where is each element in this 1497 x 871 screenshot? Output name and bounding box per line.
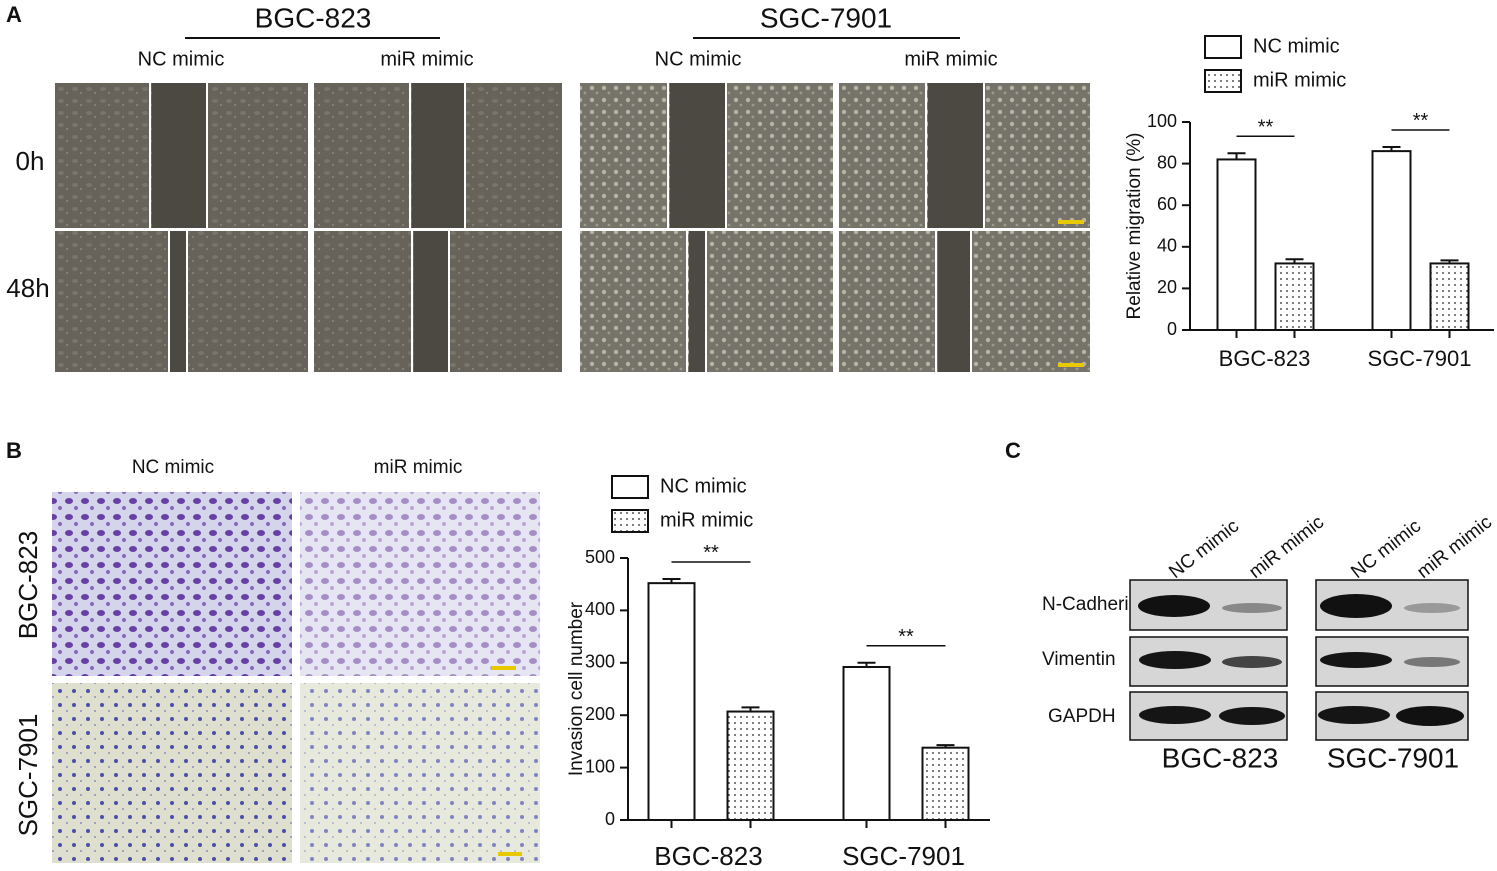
scratch <box>938 231 970 372</box>
legend-swatch <box>611 475 649 499</box>
y-tick-label: 300 <box>585 652 615 672</box>
scratch <box>670 83 725 228</box>
micrograph <box>300 492 540 676</box>
y-tick-label: 0 <box>1167 319 1177 339</box>
bar <box>726 710 775 821</box>
x-tick-label: SGC-7901 <box>842 841 965 871</box>
y-tick-label: 40 <box>1157 236 1177 256</box>
y-tick-label: 400 <box>585 599 615 619</box>
cell-line-header: SGC-7901 <box>760 2 892 33</box>
panel-label: B <box>6 438 22 463</box>
scratch <box>152 83 206 228</box>
legend-label: miR mimic <box>1253 69 1346 91</box>
error-bar <box>936 744 955 748</box>
scratch <box>412 83 464 228</box>
blot-cell-line: BGC-823 <box>1162 742 1279 773</box>
y-tick-label: 80 <box>1157 152 1177 172</box>
timepoint-label: 0h <box>16 146 45 176</box>
error-bar <box>1440 259 1459 264</box>
bar <box>1274 262 1315 331</box>
y-axis-label: Relative migration (%) <box>1124 133 1145 320</box>
error-bar <box>1227 152 1246 160</box>
error-bar <box>857 661 876 667</box>
condition-label: miR mimic <box>374 457 463 478</box>
lane-label: miR mimic <box>1413 512 1496 583</box>
significance-label: ** <box>1258 116 1274 138</box>
lane-label: miR mimic <box>1245 512 1328 583</box>
panel-label: A <box>6 2 22 27</box>
legend-label: miR mimic <box>660 509 753 531</box>
condition-label: NC mimic <box>655 48 742 70</box>
significance-label: ** <box>1413 110 1429 132</box>
y-tick-label: 20 <box>1157 277 1177 297</box>
protein-label: GAPDH <box>1048 706 1116 727</box>
y-tick-label: 500 <box>585 547 615 567</box>
cell-line-header: BGC-823 <box>255 2 372 33</box>
bar <box>842 665 891 821</box>
micrograph <box>300 683 540 863</box>
lane-label: NC mimic <box>1347 516 1425 583</box>
condition-label: miR mimic <box>904 48 997 70</box>
protein-label: N-Cadherin <box>1042 594 1139 615</box>
panel-label: C <box>1005 438 1021 463</box>
lane-label: NC mimic <box>1165 516 1243 583</box>
legend-label: NC mimic <box>1253 35 1340 57</box>
condition-label: miR mimic <box>380 48 473 70</box>
scratch <box>928 83 983 228</box>
blot-cell-line: SGC-7901 <box>1327 742 1459 773</box>
bands <box>1138 594 1464 726</box>
x-tick-label: BGC-823 <box>654 841 762 871</box>
protein-label: Vimentin <box>1042 649 1116 670</box>
scratch <box>689 231 705 372</box>
y-tick-label: 100 <box>585 756 615 776</box>
scratch <box>414 231 448 372</box>
scale-bar <box>492 666 516 670</box>
wound-healing-images <box>55 83 1090 372</box>
bar <box>1429 262 1470 331</box>
scale-bar <box>498 852 522 856</box>
legend-swatch <box>1204 35 1242 59</box>
legend-swatch <box>1204 69 1242 93</box>
error-bar <box>662 577 681 584</box>
error-bar <box>741 706 760 712</box>
row-label: SGC-7901 <box>13 714 43 837</box>
condition-label: NC mimic <box>138 48 225 70</box>
condition-label: NC mimic <box>132 457 214 478</box>
scratch <box>170 231 186 372</box>
scale-bar <box>1058 220 1084 224</box>
micrograph <box>52 683 292 863</box>
image-borders <box>149 83 985 372</box>
timepoint-label: 48h <box>6 273 49 303</box>
x-tick-label: SGC-7901 <box>1368 346 1472 371</box>
legend-swatch <box>611 509 649 533</box>
legend-label: NC mimic <box>660 475 747 497</box>
y-tick-label: 200 <box>585 704 615 724</box>
significance-label: ** <box>898 626 914 648</box>
bar <box>1371 150 1412 331</box>
error-bar <box>1285 258 1304 264</box>
x-tick-label: BGC-823 <box>1219 346 1311 371</box>
significance-label: ** <box>703 542 719 564</box>
y-axis-label: Invasion cell number <box>566 601 587 776</box>
row-label: BGC-823 <box>13 531 43 639</box>
y-tick-label: 0 <box>605 809 615 829</box>
bar <box>1216 158 1257 331</box>
micrograph <box>52 492 292 676</box>
bar <box>647 582 696 821</box>
y-tick-label: 100 <box>1147 111 1177 131</box>
bar <box>921 746 970 821</box>
y-tick-label: 60 <box>1157 194 1177 214</box>
scale-bar <box>1058 363 1084 367</box>
error-bar <box>1382 145 1401 152</box>
